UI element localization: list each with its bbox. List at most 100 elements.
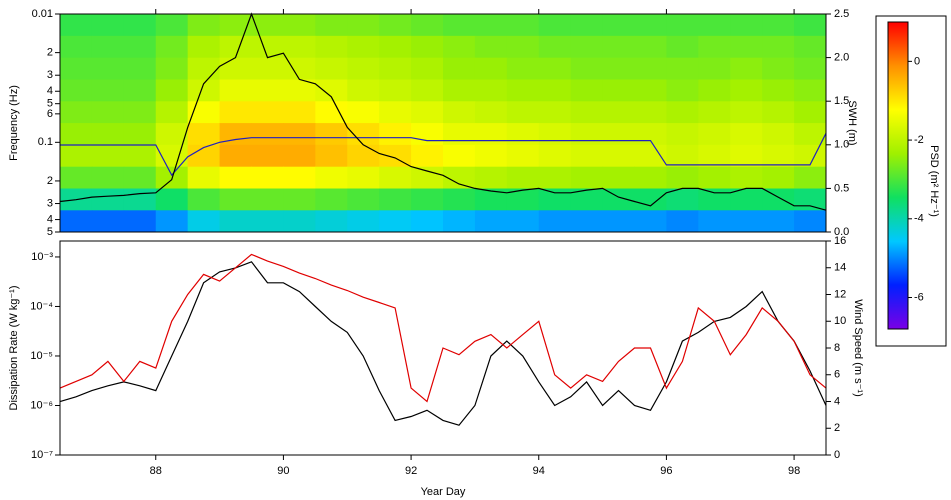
colorbar-tick-label: -2 — [914, 134, 924, 146]
heatmap-cell — [283, 79, 316, 102]
heatmap-cell — [730, 123, 763, 146]
y-tick-label: 10⁻⁷ — [31, 449, 53, 461]
heatmap-cell — [506, 123, 540, 146]
heatmap-cell — [538, 101, 572, 124]
y-tick-label: 4 — [47, 213, 53, 225]
y-tick-label: 4 — [47, 85, 53, 97]
heatmap-cell — [570, 57, 604, 81]
heatmap-cell — [60, 101, 93, 124]
heatmap-cell — [91, 101, 125, 124]
heatmap-cell — [730, 166, 763, 190]
heatmap-cell — [506, 188, 540, 211]
heatmap-cell — [379, 79, 412, 102]
heatmap-cell — [570, 79, 604, 102]
heatmap-cell — [251, 144, 284, 168]
heatmap-cell — [474, 101, 508, 124]
y2-tick-label: 4 — [834, 395, 840, 407]
heatmap-cell — [570, 35, 604, 59]
heatmap-cell — [251, 101, 284, 124]
heatmap-cell — [538, 57, 572, 81]
heatmap-cell — [474, 188, 508, 211]
heatmap-cell — [155, 79, 189, 102]
heatmap-cell — [187, 210, 221, 233]
heatmap-cell — [379, 210, 412, 233]
y2-tick-label: 16 — [834, 235, 846, 247]
heatmap-cell — [123, 210, 157, 233]
heatmap-cell — [123, 144, 157, 168]
heatmap-cell — [283, 210, 316, 233]
heatmap-cell — [155, 35, 189, 59]
heatmap-cell — [411, 101, 444, 124]
heatmap-cell — [155, 123, 189, 146]
heatmap-cell — [91, 57, 125, 81]
heatmap-cell — [602, 14, 635, 37]
heatmap-cell — [123, 35, 157, 59]
heatmap-cell — [730, 57, 763, 81]
heatmap-cell — [762, 35, 795, 59]
heatmap-cell — [794, 123, 827, 146]
heatmap-cell — [315, 57, 348, 81]
heatmap-cell — [91, 123, 125, 146]
heatmap-cell — [91, 166, 125, 190]
heatmap-cell — [60, 166, 93, 190]
heatmap-cell — [187, 79, 221, 102]
heatmap-cell — [219, 144, 252, 168]
heatmap-cell — [666, 57, 699, 81]
y2-tick-label: 2.5 — [834, 8, 849, 20]
x-tick-label: 94 — [533, 465, 545, 477]
y-tick-label: 6 — [47, 108, 53, 120]
heatmap-cell — [411, 210, 444, 233]
heatmap-cell — [666, 123, 699, 146]
heatmap-cell — [698, 210, 731, 233]
heatmap-cell — [602, 210, 635, 233]
y-tick-label: 2 — [47, 175, 53, 187]
heatmap-cell — [570, 123, 604, 146]
heatmap-cell — [315, 188, 348, 211]
heatmap-cell — [347, 79, 380, 102]
heatmap-cell — [506, 57, 540, 81]
heatmap-cell — [187, 188, 221, 211]
heatmap-cell — [474, 166, 508, 190]
heatmap-cell — [698, 14, 731, 37]
heatmap-cell — [570, 144, 604, 168]
heatmap-cell — [506, 35, 540, 59]
y-tick-label: 0.1 — [38, 136, 53, 148]
heatmap-cell — [283, 166, 316, 190]
heatmap-cell — [698, 79, 731, 102]
heatmap-cell — [794, 35, 827, 59]
heatmap-cell — [634, 101, 667, 124]
heatmap-cell — [379, 14, 412, 37]
heatmap-cell — [283, 14, 316, 37]
heatmap-cell — [762, 79, 795, 102]
heatmap-cell — [666, 35, 699, 59]
heatmap-cell — [634, 123, 667, 146]
heatmap-cell — [91, 35, 125, 59]
heatmap-cell — [315, 166, 348, 190]
plot-frame — [59, 240, 827, 456]
heatmap-cell — [251, 188, 284, 211]
heatmap-cell — [506, 144, 540, 168]
y2-tick-label: 10 — [834, 315, 846, 327]
heatmap-cell — [634, 210, 667, 233]
heatmap-cell — [123, 123, 157, 146]
heatmap-cell — [347, 144, 380, 168]
x-tick-label: 98 — [788, 465, 800, 477]
heatmap-cell — [666, 188, 699, 211]
heatmap-cell — [474, 57, 508, 81]
heatmap-cell — [602, 144, 635, 168]
heatmap-cell — [187, 57, 221, 81]
heatmap-cell — [187, 166, 221, 190]
heatmap-cell — [91, 210, 125, 233]
heatmap-cell — [251, 57, 284, 81]
heatmap-cell — [219, 210, 252, 233]
heatmap-cell — [570, 210, 604, 233]
y-tick-label: 0.01 — [32, 8, 53, 20]
heatmap-cell — [506, 14, 540, 37]
heatmap-cell — [60, 210, 93, 233]
heatmap-cell — [794, 188, 827, 211]
y2-tick-label: 0 — [834, 449, 840, 461]
heatmap-cell — [123, 79, 157, 102]
heatmap-cell — [91, 14, 125, 37]
heatmap-cell — [347, 188, 380, 211]
